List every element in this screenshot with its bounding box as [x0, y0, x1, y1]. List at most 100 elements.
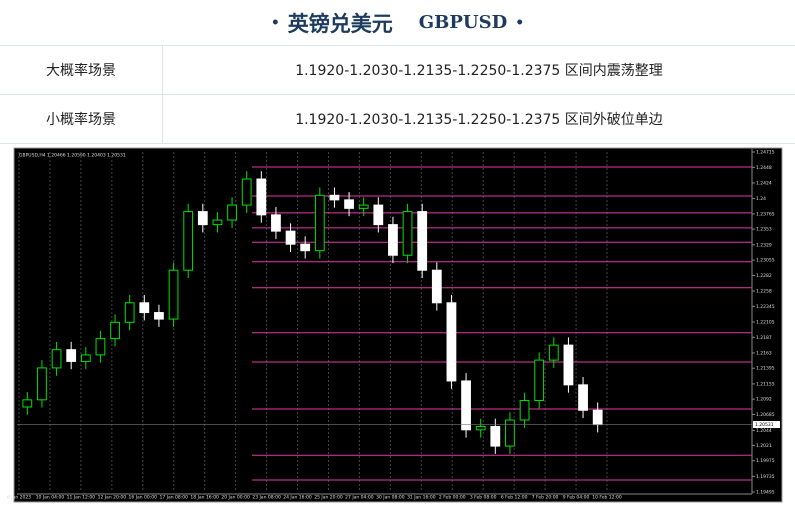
candle-body	[592, 409, 603, 426]
x-tick-label: 10 Jan 04:00	[36, 495, 65, 501]
x-tick-label: 30 Jan 08:00	[376, 495, 405, 501]
chart-frame	[13, 147, 783, 503]
x-tick-label: 11 Jan 12:00	[67, 495, 96, 501]
candle-body	[271, 214, 281, 232]
x-tick-label: 27 Jan 04:00	[345, 495, 374, 501]
y-tick-label: 1.19495	[756, 490, 775, 496]
x-tick-label: 16 Jan 00:00	[129, 495, 158, 501]
candle-body	[285, 230, 296, 245]
y-tick-label: 1.24	[756, 196, 766, 202]
x-tick-label: 23 Jan 08:00	[252, 495, 281, 501]
candle-body	[227, 204, 237, 221]
x-tick-label: 18 Jan 16:00	[190, 495, 219, 501]
candle-body	[548, 344, 559, 361]
y-tick-label: 1.19735	[756, 474, 775, 480]
x-tick-label: 7 Feb 20:00	[532, 495, 559, 501]
y-tick-label: 1.21395	[756, 366, 775, 372]
x-tick-label: 17 Jan 08:00	[159, 495, 188, 501]
y-tick-label: 1.2044	[756, 428, 772, 434]
candle-body	[314, 194, 325, 252]
candle-body	[578, 384, 588, 411]
candle-body	[241, 178, 252, 206]
x-tick-label: 10 Feb 12:00	[592, 495, 622, 501]
header: • 英镑兑美元 GBPUSD •	[0, 0, 795, 46]
candle-body	[519, 399, 530, 421]
x-tick-label: 6 Jan 2023	[7, 495, 31, 501]
candle-body	[183, 211, 194, 271]
candle-body	[300, 243, 311, 252]
candle-body	[66, 349, 77, 362]
cell: 大概率场景	[0, 46, 163, 95]
candle-body	[22, 399, 33, 408]
candle-body	[358, 204, 369, 209]
y-tick-label: 1.24715	[756, 150, 775, 156]
y-tick-label: 1.2092	[756, 397, 772, 403]
bullet: •	[270, 14, 280, 31]
x-tick-label: 2 Feb 00:00	[439, 495, 466, 501]
y-tick-label: 1.2353	[756, 227, 772, 233]
candle-body	[329, 194, 340, 201]
candle-body	[95, 338, 106, 356]
candle-body	[154, 312, 164, 320]
x-tick-label: 20 Jan 00:00	[221, 495, 250, 501]
y-tick-label: 1.19975	[756, 458, 775, 464]
candle-body	[110, 321, 120, 340]
candle-body	[124, 302, 135, 323]
candle-body	[388, 224, 398, 256]
y-tick-label: 1.20685	[756, 412, 775, 418]
candle-body	[212, 219, 223, 226]
y-tick-label: 1.2021	[756, 443, 772, 449]
candle-body	[51, 349, 62, 369]
x-tick-label: 12 Jan 20:00	[98, 495, 127, 501]
candle-body	[344, 199, 354, 209]
row: 小概率场景 1.1920-1.2030-1.2135-1.2250-1.2375 …	[0, 94, 795, 144]
candle-body	[168, 269, 179, 320]
candle-body	[490, 426, 501, 447]
y-tick-label: 1.2163	[756, 350, 772, 356]
symbol: GBPUSD	[418, 12, 508, 33]
y-tick-label: 1.2282	[756, 273, 772, 279]
candle-body	[431, 269, 442, 304]
y-tick-label: 1.21155	[756, 381, 775, 387]
row: 大概率场景 1.1920-1.2030-1.2135-1.2250-1.2375 …	[0, 46, 795, 95]
last-price-box	[753, 421, 780, 429]
candle-body	[80, 354, 91, 362]
x-tick-label: 3 Feb 08:00	[470, 495, 497, 501]
y-tick-label: 1.2329	[756, 242, 772, 248]
cell: 1.1920-1.2030-1.2135-1.2250-1.2375 区间外破位…	[162, 94, 795, 144]
candle-body	[417, 211, 428, 271]
cell: 小概率场景	[0, 94, 163, 144]
title: 英镑兑美元	[287, 10, 393, 36]
candle-body	[139, 302, 150, 314]
y-tick-label: 1.22345	[756, 304, 775, 310]
x-tick-label: 6 Feb 12:00	[501, 495, 528, 501]
candle-body	[505, 419, 515, 447]
y-tick-label: 1.23765	[756, 211, 775, 217]
candle-body	[446, 302, 457, 382]
candle-body	[475, 426, 486, 431]
y-tick-label: 1.2424	[756, 180, 772, 186]
bullet: •	[515, 14, 525, 31]
scenario-table: 大概率场景 1.1920-1.2030-1.2135-1.2250-1.2375 …	[0, 46, 795, 144]
y-tick-label: 1.2187	[756, 335, 772, 341]
chart-title: GBPUSD,H4 1.20466 1.20590 1.20403 1.2053…	[19, 153, 126, 159]
candle-body	[256, 178, 267, 216]
candle-body	[563, 344, 574, 386]
y-tick-label: 1.2448	[756, 165, 772, 171]
x-tick-label: 24 Jan 16:00	[283, 495, 312, 501]
x-tick-label: 25 Jan 20:00	[314, 495, 343, 501]
candle-body	[534, 359, 545, 401]
candle-body	[37, 367, 47, 401]
candle-body	[373, 204, 384, 226]
candle-body	[197, 211, 208, 226]
x-tick-label: 31 Jan 16:00	[407, 495, 436, 501]
x-tick-label: 9 Feb 04:00	[563, 495, 590, 501]
y-tick-label: 1.23055	[756, 258, 775, 264]
last-price-label: 1.20531	[755, 422, 774, 428]
cell: 1.1920-1.2030-1.2135-1.2250-1.2375 区间内震荡…	[162, 46, 795, 95]
y-tick-label: 1.22105	[756, 320, 775, 326]
candle-body	[402, 211, 413, 256]
y-tick-label: 1.2258	[756, 289, 772, 295]
